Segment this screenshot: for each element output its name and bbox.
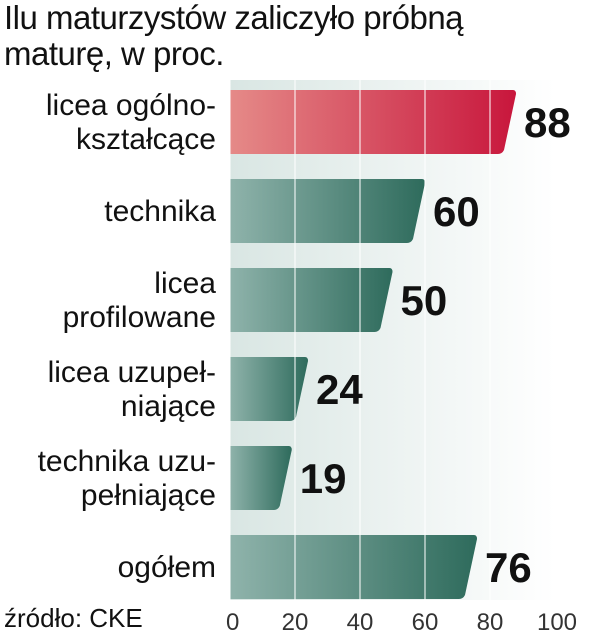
source-note: źródło: CKE: [4, 603, 143, 633]
category-label-1: technika: [104, 195, 216, 228]
plot-background: [230, 80, 555, 600]
category-label-4: technika uzu-pełniające: [38, 445, 216, 512]
bar-1: [230, 179, 425, 243]
ticks-layer: 0 20 40 60 80 100: [226, 609, 577, 636]
bars-layer: [230, 90, 516, 599]
x-tick-label-60: 60: [412, 609, 439, 636]
x-tick-label-100: 100: [537, 609, 577, 636]
chart-title: Ilu maturzystów zaliczyło próbną maturę,…: [4, 0, 464, 72]
value-label-2: 50: [401, 277, 448, 324]
grid-layer: [229, 80, 556, 600]
x-tick-label-20: 20: [282, 609, 309, 636]
category-label-2: licea profilowane: [63, 267, 217, 334]
value-label-4: 19: [300, 455, 347, 502]
category-label-0: licea ogólno-kształcące: [46, 89, 216, 156]
category-label-5: ogółem: [118, 551, 216, 584]
value-label-3: 24: [316, 366, 363, 413]
bar-4: [230, 446, 292, 510]
x-tick-label-40: 40: [347, 609, 374, 636]
value-label-1: 60: [433, 188, 480, 235]
category-label-3: licea uzupeł-niające: [48, 356, 216, 423]
bar-2: [230, 268, 393, 332]
value-label-5: 76: [485, 544, 532, 591]
bar-0: [230, 90, 516, 154]
x-tick-label-80: 80: [477, 609, 504, 636]
bar-3: [230, 357, 308, 421]
x-tick-label-0: 0: [226, 609, 239, 636]
value-label-0: 88: [524, 99, 571, 146]
bar-5: [230, 535, 477, 599]
labels-layer: 88 licea ogólno-kształcące 60 technika 50 lic…: [38, 89, 571, 591]
